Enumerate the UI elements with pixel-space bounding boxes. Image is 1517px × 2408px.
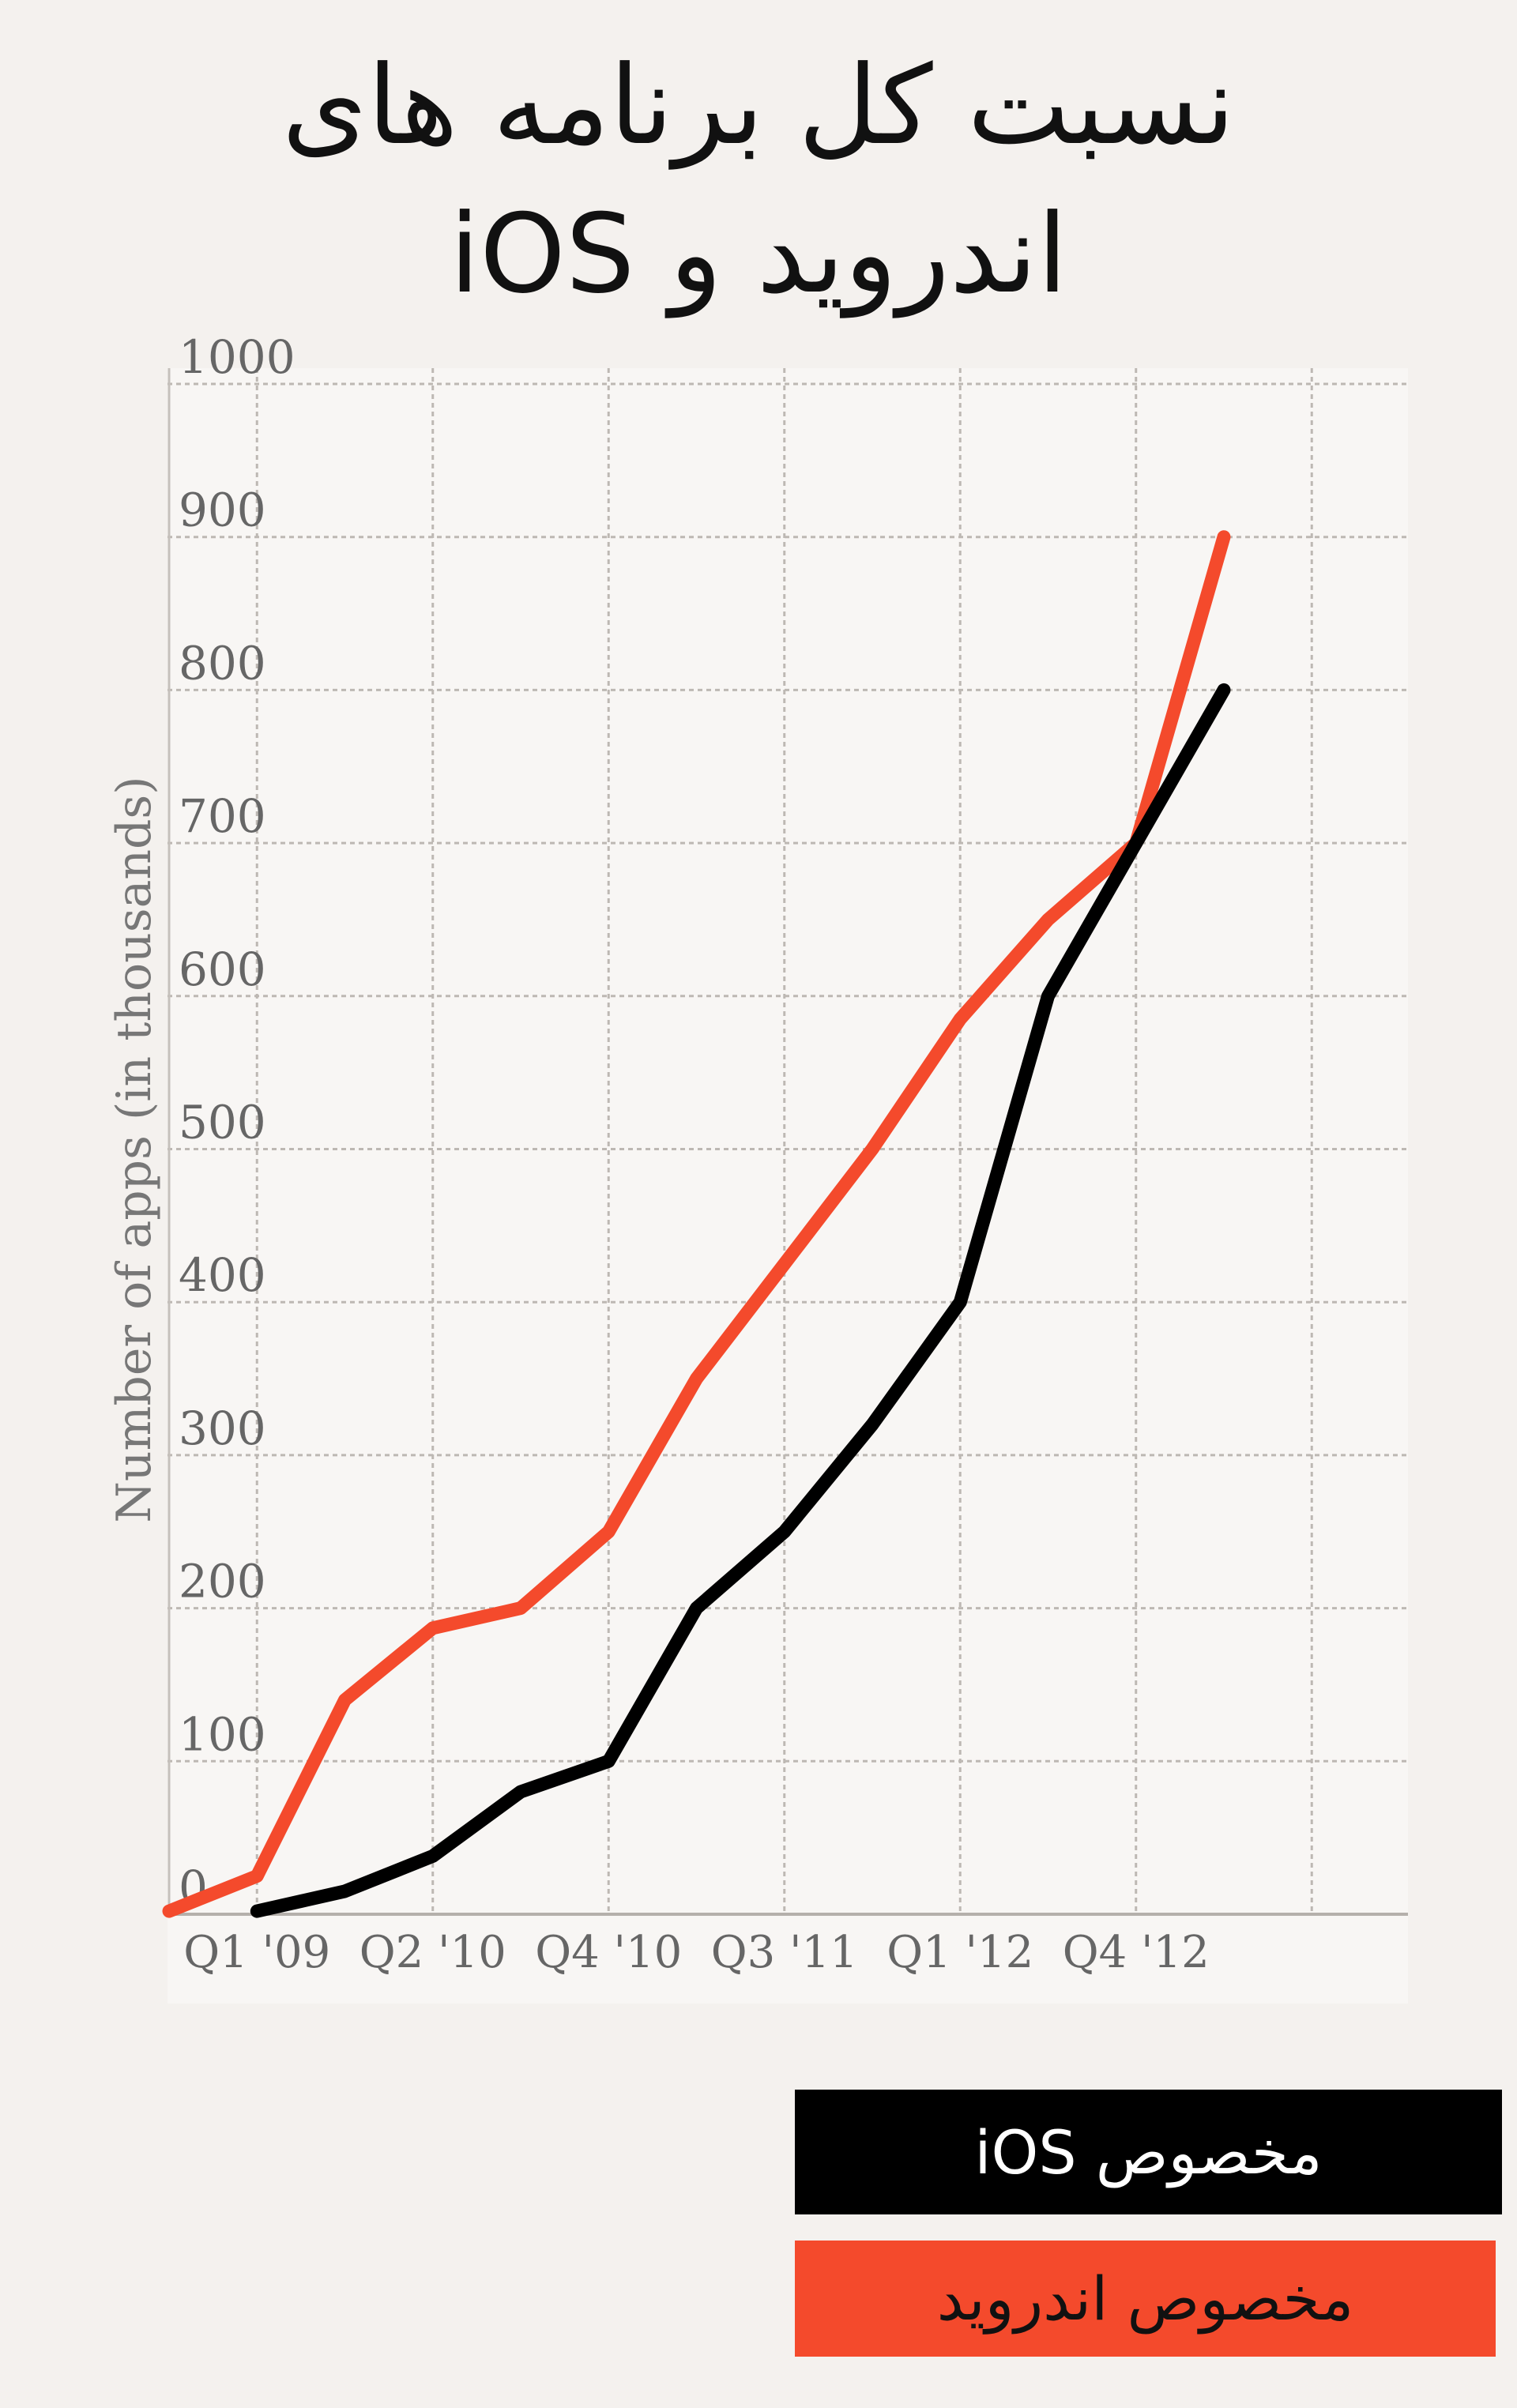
- y-tick-label: 900: [179, 483, 266, 537]
- plot-background: [168, 368, 1408, 2004]
- series-line-ios: [250, 683, 1231, 1918]
- legend-label-ios: مخصوص iOS: [974, 2116, 1323, 2188]
- grid: [168, 368, 1408, 1916]
- chart-title-line-2: اندروید و iOS: [449, 190, 1068, 318]
- legend-label-android: مخصوص اندروید: [936, 2263, 1354, 2334]
- y-tick-label: 800: [179, 636, 266, 690]
- y-tick-label: 600: [179, 943, 266, 996]
- y-tick-label: 500: [179, 1096, 266, 1149]
- chart-title: نسبت کل برنامه های اندروید و iOS: [0, 32, 1517, 329]
- chart-title-line-1: نسبت کل برنامه های: [281, 42, 1236, 169]
- x-tick-label: Q4 '10: [535, 1927, 682, 1978]
- y-tick-label: 700: [179, 789, 266, 843]
- series-lines: [162, 530, 1231, 1918]
- y-tick-label: 1000: [179, 330, 295, 384]
- y-tick-label: 300: [179, 1402, 266, 1455]
- x-tick-label: Q1 '12: [886, 1927, 1033, 1978]
- y-tick-label: 400: [179, 1248, 266, 1302]
- y-axis-label: Number of apps (in thousands): [107, 776, 162, 1522]
- y-tick-label: 100: [179, 1707, 266, 1761]
- y-tick-label: 200: [179, 1555, 266, 1608]
- legend-item-android: مخصوص اندروید: [795, 2241, 1496, 2357]
- x-tick-label: Q2 '10: [359, 1927, 506, 1978]
- legend-item-ios: مخصوص iOS: [795, 2090, 1502, 2214]
- x-axis-ticks: Q1 '09 Q2 '10 Q4 '10 Q3 '11 Q1 '12 Q4 '12: [183, 1927, 1210, 1978]
- x-tick-label: Q4 '12: [1063, 1927, 1210, 1978]
- x-tick-label: Q1 '09: [183, 1927, 330, 1978]
- x-tick-label: Q3 '11: [711, 1927, 858, 1978]
- series-line-android: [162, 530, 1231, 1918]
